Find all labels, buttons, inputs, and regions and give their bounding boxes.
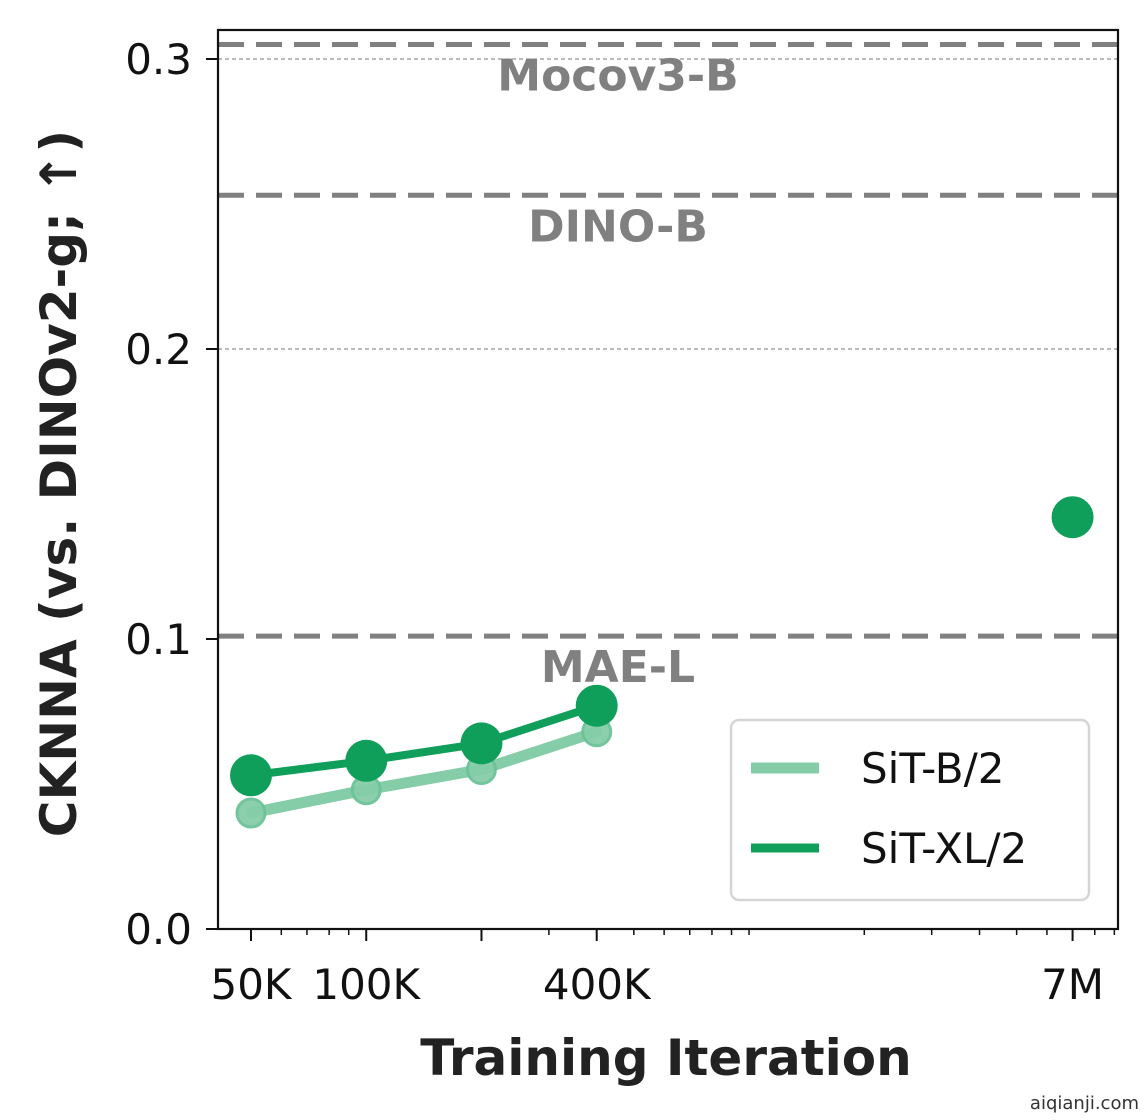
plot-frame <box>216 28 1120 931</box>
watermark: aiqianji.com <box>1029 1093 1139 1114</box>
y-tick-label: 0.1 <box>125 615 192 664</box>
gridlines <box>218 58 1118 350</box>
data-point-sit-xl2 <box>575 684 618 727</box>
legend-box <box>729 718 1091 902</box>
reference-label: DINO-B <box>528 201 708 252</box>
data-point-sit-b2 <box>235 797 267 829</box>
series-line-sit-xl2 <box>246 701 601 780</box>
data-point-sit-xl2 <box>229 754 272 797</box>
x-tick-label: 100K <box>312 960 421 1009</box>
legend-label: SiT-B/2 <box>861 744 1004 793</box>
y-axis-label: CKNNA (vs. DINOv2-g; ↑) <box>30 130 88 837</box>
x-tick-label: 7M <box>1041 960 1104 1009</box>
y-tick-label: 0.3 <box>125 35 192 84</box>
x-tick-label: 50K <box>210 960 292 1009</box>
y-axis-ticks: 0.0 0.1 0.2 0.3 <box>125 35 218 954</box>
series-line-sit-b2 <box>245 726 603 819</box>
data-series <box>229 496 1094 829</box>
y-tick-label: 0.0 <box>125 905 192 954</box>
y-tick-label: 0.2 <box>125 325 192 374</box>
x-tick-label: 400K <box>543 960 652 1009</box>
legend-label: SiT-XL/2 <box>861 824 1027 873</box>
data-point-sit-xl2 <box>1051 496 1094 539</box>
reference-label: Mocov3-B <box>497 51 738 102</box>
data-point-sit-xl2 <box>460 722 503 765</box>
reference-lines: Mocov3-B DINO-B MAE-L <box>218 42 1118 693</box>
x-axis-label: Training Iteration <box>420 1029 911 1087</box>
legend: SiT-B/2 SiT-XL/2 <box>729 718 1091 902</box>
x-axis-ticks: 50K 100K 400K 7M <box>210 929 1116 1009</box>
data-point-sit-xl2 <box>345 739 388 782</box>
reference-label: MAE-L <box>541 642 695 693</box>
